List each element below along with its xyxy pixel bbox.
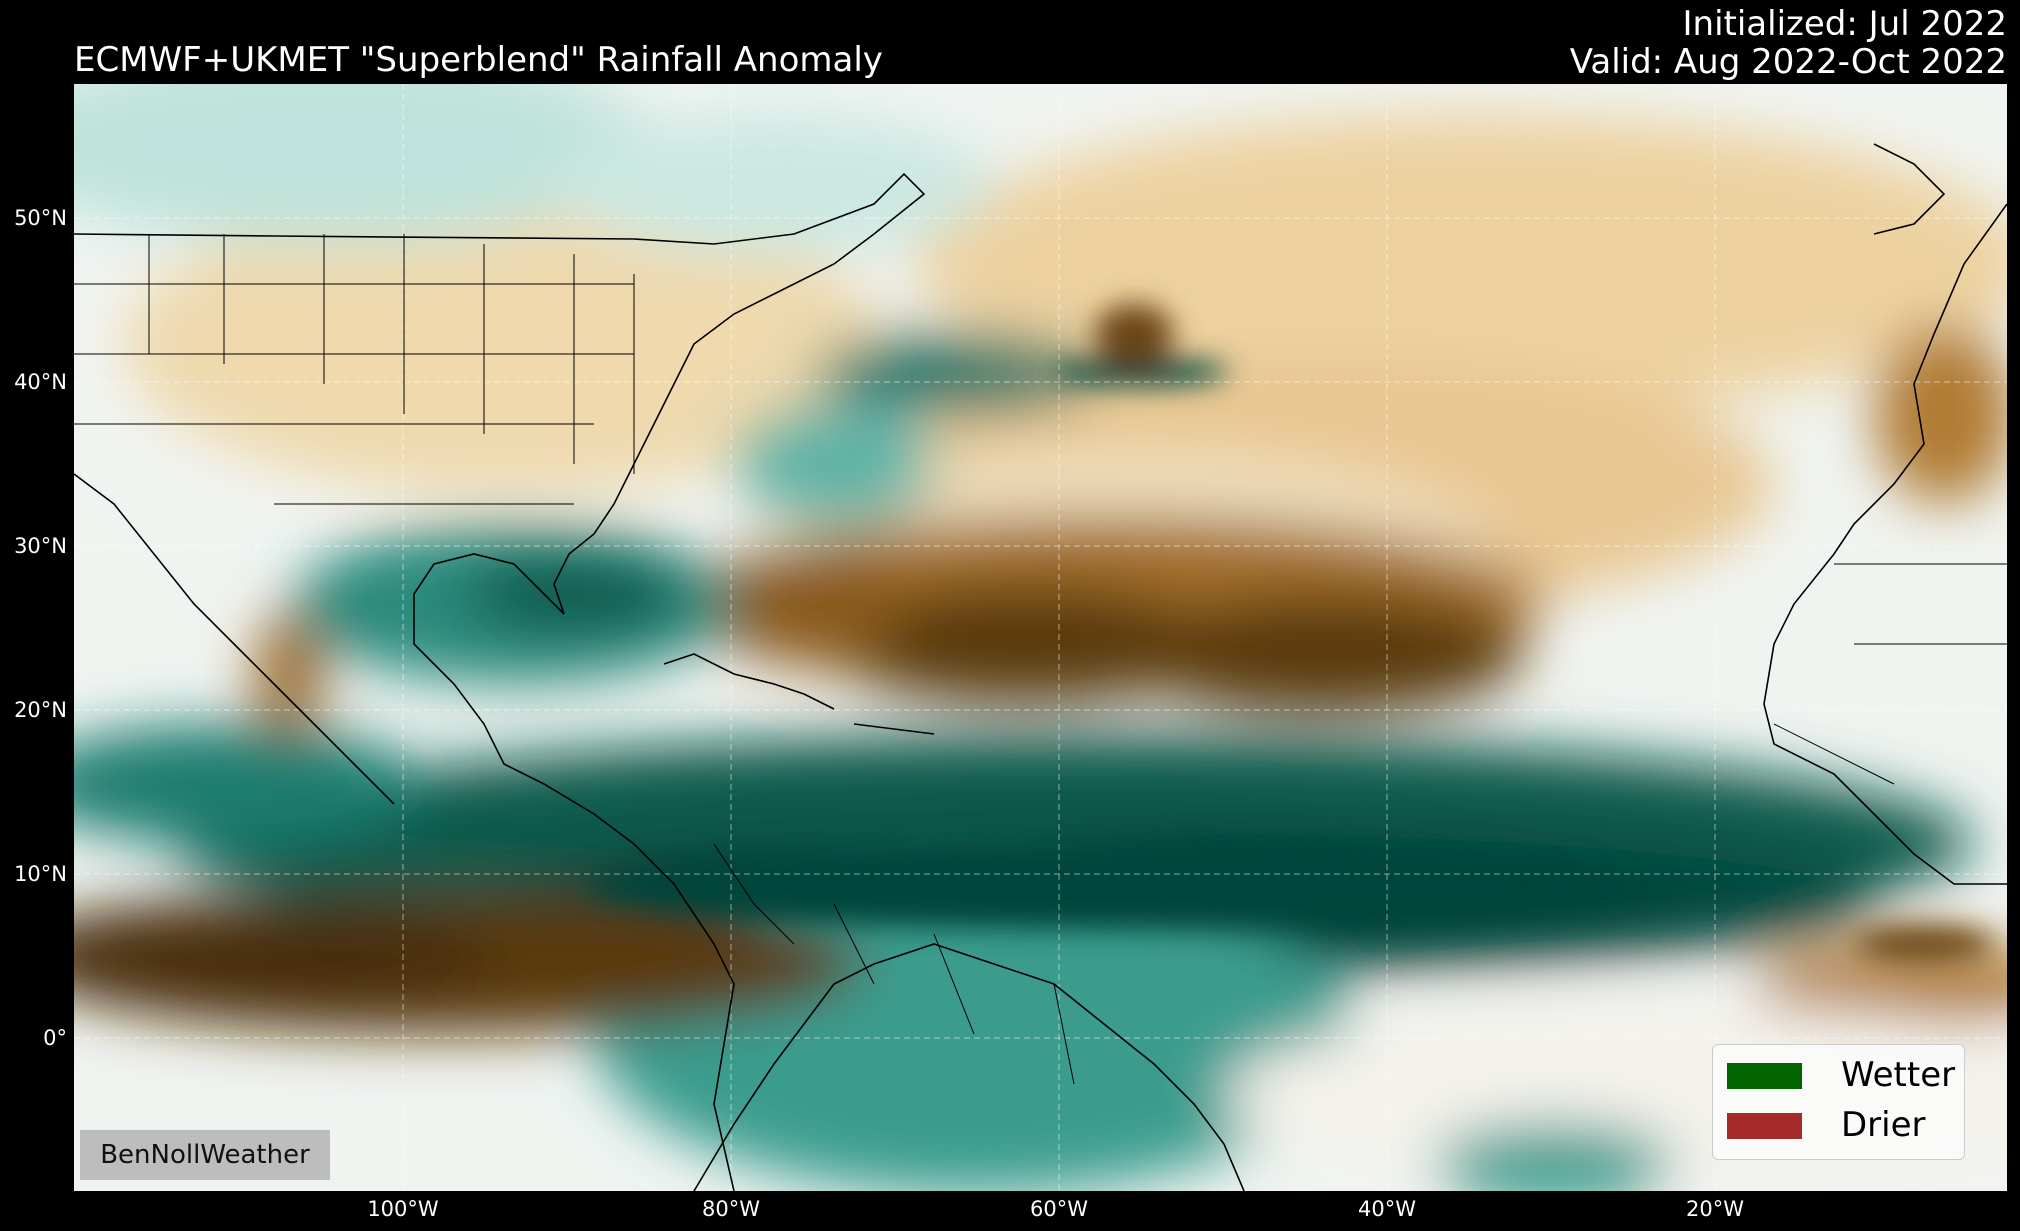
initialized-label: Initialized: Jul 2022 bbox=[1682, 4, 2008, 44]
lat-label-50n: 50°N bbox=[14, 206, 67, 230]
lon-label-60w: 60°W bbox=[1030, 1197, 1088, 1221]
map-canvas bbox=[74, 84, 2007, 1191]
valid-label: Valid: Aug 2022-Oct 2022 bbox=[1569, 42, 2007, 82]
lat-label-0: 0° bbox=[43, 1026, 67, 1050]
lat-label-40n: 40°N bbox=[14, 370, 67, 394]
political-borders bbox=[74, 234, 2007, 1085]
lat-label-10n: 10°N bbox=[14, 862, 67, 886]
legend-label-drier: Drier bbox=[1841, 1105, 1926, 1145]
rainfall-anomaly-map bbox=[74, 84, 2007, 1191]
lon-label-20w: 20°W bbox=[1686, 1197, 1744, 1221]
anomaly-detail bbox=[584, 304, 1994, 962]
legend-label-wetter: Wetter bbox=[1841, 1055, 1956, 1095]
legend: Wetter Drier bbox=[1712, 1044, 1965, 1160]
map-title: ECMWF+UKMET "Superblend" Rainfall Anomal… bbox=[74, 40, 883, 80]
anomaly-field bbox=[74, 84, 2007, 1191]
lon-label-100w: 100°W bbox=[367, 1197, 439, 1221]
lon-label-80w: 80°W bbox=[702, 1197, 760, 1221]
lat-label-30n: 30°N bbox=[14, 534, 67, 558]
legend-swatch-drier bbox=[1727, 1113, 1802, 1139]
legend-swatch-wetter bbox=[1727, 1063, 1802, 1089]
watermark: BenNollWeather bbox=[80, 1130, 330, 1180]
coastlines bbox=[74, 143, 2007, 1191]
gridlines bbox=[74, 84, 2007, 1191]
lon-label-40w: 40°W bbox=[1358, 1197, 1416, 1221]
lat-label-20n: 20°N bbox=[14, 698, 67, 722]
